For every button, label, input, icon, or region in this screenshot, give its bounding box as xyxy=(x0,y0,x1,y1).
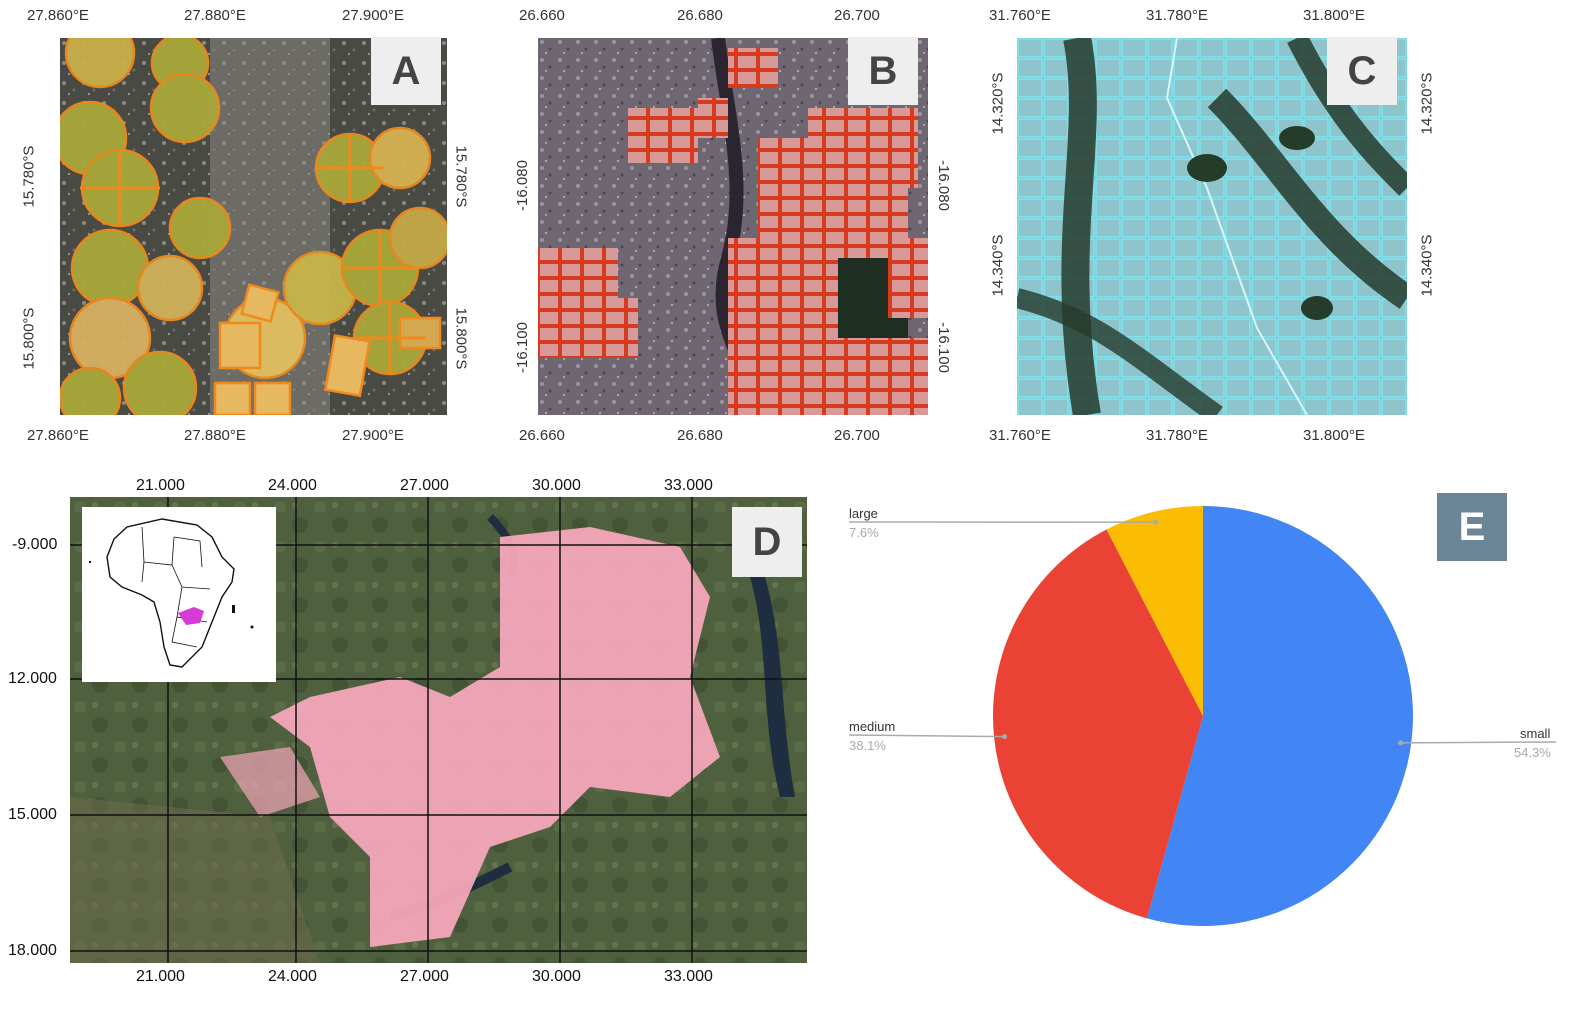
panel-d-x-tick-top-1: 21.000 xyxy=(136,477,185,494)
panel-c-x-tick-bottom-3: 31.800°E xyxy=(1303,427,1365,444)
panel-a-x-tick-bottom-3: 27.900°E xyxy=(342,427,404,444)
panel-a-x-tick-bottom-2: 27.880°E xyxy=(184,427,246,444)
panel-d-y-tick-1: -9.000 xyxy=(12,536,58,553)
panel-d-x-tick-top-3: 27.000 xyxy=(400,477,449,494)
pie-label-medium: medium xyxy=(849,719,896,734)
pie-leader-medium xyxy=(848,734,1005,738)
panel-c-x-tick-top-1: 31.760°E xyxy=(989,7,1051,24)
panel-a-x-tick-bottom-1: 27.860°E xyxy=(27,427,89,444)
pie-label-large: large xyxy=(849,506,878,521)
panel-b-x-tick-top-2: 26.680 xyxy=(677,7,723,24)
panel-d-x-tick-bottom-3: 27.000 xyxy=(400,968,449,985)
panel-c-x-tick-top-3: 31.800°E xyxy=(1303,7,1365,24)
pie-label-small: small xyxy=(1520,726,1551,741)
panel-c-x-tick-top-2: 31.780°E xyxy=(1146,7,1208,24)
pie-leader-dot-large xyxy=(1153,519,1159,525)
panel-d-x-tick-top-4: 30.000 xyxy=(532,477,581,494)
panel-d-x-tick-top-2: 24.000 xyxy=(268,477,317,494)
panel-b-x-tick-bottom-1: 26.660 xyxy=(519,427,565,444)
pie-slice-large xyxy=(1106,506,1203,716)
panel-d-x-tick-bottom-1: 21.000 xyxy=(136,968,185,985)
zambia-highlight xyxy=(178,607,204,625)
panel-b-x-tick-bottom-3: 26.700 xyxy=(834,427,880,444)
panel-a-label: A xyxy=(371,37,441,105)
panel-d-y-tick-2: 12.000 xyxy=(8,670,57,687)
pie-leader-dot-medium xyxy=(1002,734,1008,740)
africa-outline xyxy=(106,518,235,668)
panel-a-x-tick-top-3: 27.900°E xyxy=(342,7,404,24)
panel-c-label: C xyxy=(1327,37,1397,105)
pie-pct-small: 54.3% xyxy=(1514,745,1551,760)
pie-leader-small xyxy=(1400,741,1557,744)
panel-d-x-tick-bottom-2: 24.000 xyxy=(268,968,317,985)
panel-a-x-tick-top-2: 27.880°E xyxy=(184,7,246,24)
panel-d-y-tick-3: 15.000 xyxy=(8,806,57,823)
panel-d-x-tick-top-5: 33.000 xyxy=(664,477,713,494)
pie-pct-medium: 38.1% xyxy=(849,738,886,753)
panel-b-label: B xyxy=(848,37,918,105)
panel-c-x-tick-bottom-2: 31.780°E xyxy=(1146,427,1208,444)
panel-d-y-tick-4: 18.000 xyxy=(8,942,57,959)
cropland-extent xyxy=(270,527,720,947)
panel-b-x-tick-bottom-2: 26.680 xyxy=(677,427,723,444)
panel-c-x-tick-bottom-1: 31.760°E xyxy=(989,427,1051,444)
panel-a-x-tick-top-1: 27.860°E xyxy=(27,7,89,24)
pie-leader-dot-small xyxy=(1398,740,1404,746)
pie-slice-small xyxy=(1146,506,1413,926)
panel-b-x-tick-top-1: 26.660 xyxy=(519,7,565,24)
panel-d-label: D xyxy=(732,507,802,577)
pie-pct-large: 7.6% xyxy=(849,525,879,540)
pie-slice-medium xyxy=(993,529,1203,919)
panel-b-x-tick-top-3: 26.700 xyxy=(834,7,880,24)
panel-e-label: E xyxy=(1437,493,1507,561)
panel-d-x-tick-bottom-5: 33.000 xyxy=(664,968,713,985)
africa-inset-map xyxy=(82,507,276,682)
panel-d-x-tick-bottom-4: 30.000 xyxy=(532,968,581,985)
